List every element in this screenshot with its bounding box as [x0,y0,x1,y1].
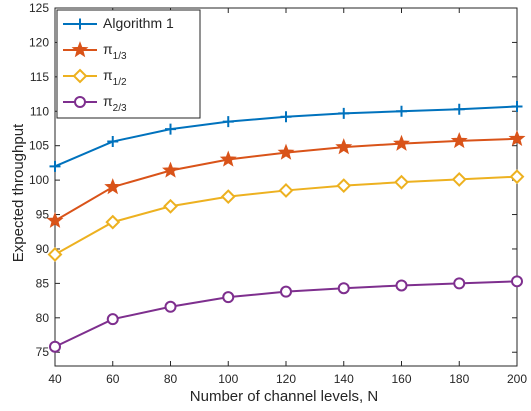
legend-marker-3 [74,96,86,108]
data-point-2-7 [451,172,467,187]
legend-marker-1 [71,41,89,58]
data-point-1-8 [508,129,526,147]
data-point-2-8 [509,169,525,185]
legend-label-sub-3: 2/3 [113,103,127,114]
y-axis-label: Expected throughput [10,123,27,262]
data-point-3-1 [106,313,119,326]
data-point-0-4 [280,111,292,123]
series-0 [49,100,523,172]
y-tick-label-75: 75 [36,345,50,359]
y-tick-label-125: 125 [29,1,49,15]
x-tick-label-100: 100 [218,372,238,386]
x-tick-label-180: 180 [449,372,469,386]
y-tick-label-120: 120 [29,35,49,49]
data-point-2-0 [47,247,63,262]
data-point-1-6 [393,134,410,151]
y-tick-label-95: 95 [36,208,50,222]
data-point-0-5 [338,107,350,119]
data-point-1-0 [46,211,64,228]
x-tick-label-160: 160 [391,372,411,386]
data-point-1-3 [219,150,237,167]
x-axis-label: Number of channel levels, N [190,388,378,405]
y-tick-label-110: 110 [30,104,49,118]
data-point-3-5 [337,282,350,295]
data-point-3-4 [280,285,292,298]
legend-label-sub-2: 1/2 [113,77,127,88]
data-point-3-7 [453,277,466,290]
data-point-3-8 [511,275,523,288]
legend-label-0: Algorithm 1 [103,15,174,31]
data-point-0-6 [396,105,407,117]
data-point-0-1 [107,136,119,148]
legend-label-sub-1: 1/3 [113,51,127,62]
data-point-2-1 [105,214,121,230]
series-2 [47,169,525,262]
y-tick-label-105: 105 [29,139,49,153]
y-tick-label-100: 100 [29,173,49,187]
data-point-2-2 [163,198,178,214]
series-1 [46,129,526,228]
data-point-2-3 [220,189,236,205]
data-point-1-7 [450,131,468,149]
data-point-0-3 [222,116,234,128]
data-point-3-2 [164,300,177,313]
x-tick-label-80: 80 [164,372,178,386]
data-point-3-0 [49,340,61,353]
data-point-3-3 [222,291,235,304]
legend-marker-0 [74,18,86,30]
y-tick-label-80: 80 [36,311,50,325]
legend: Algorithm 1π1/3π1/2π2/3 [56,9,201,119]
data-point-1-2 [162,161,179,178]
data-point-1-4 [277,143,295,160]
data-point-3-6 [395,279,408,292]
data-point-1-5 [335,138,353,155]
x-tick-label-140: 140 [334,372,354,386]
series-3 [49,275,523,353]
legend-marker-2 [72,68,88,84]
x-tick-label-40: 40 [48,372,62,386]
data-point-0-8 [511,100,523,112]
data-point-0-7 [453,103,465,115]
data-point-1-1 [104,178,122,195]
y-tick-label-85: 85 [36,276,50,290]
y-tick-label-90: 90 [36,242,50,256]
data-point-2-5 [336,178,352,194]
y-tick-label-115: 115 [30,70,49,84]
data-point-0-0 [49,160,61,172]
x-tick-label-200: 200 [507,372,527,386]
data-point-2-4 [278,183,294,198]
x-tick-label-60: 60 [106,372,120,386]
data-point-0-2 [165,123,176,135]
data-point-2-6 [394,174,409,190]
x-tick-label-120: 120 [276,372,296,386]
